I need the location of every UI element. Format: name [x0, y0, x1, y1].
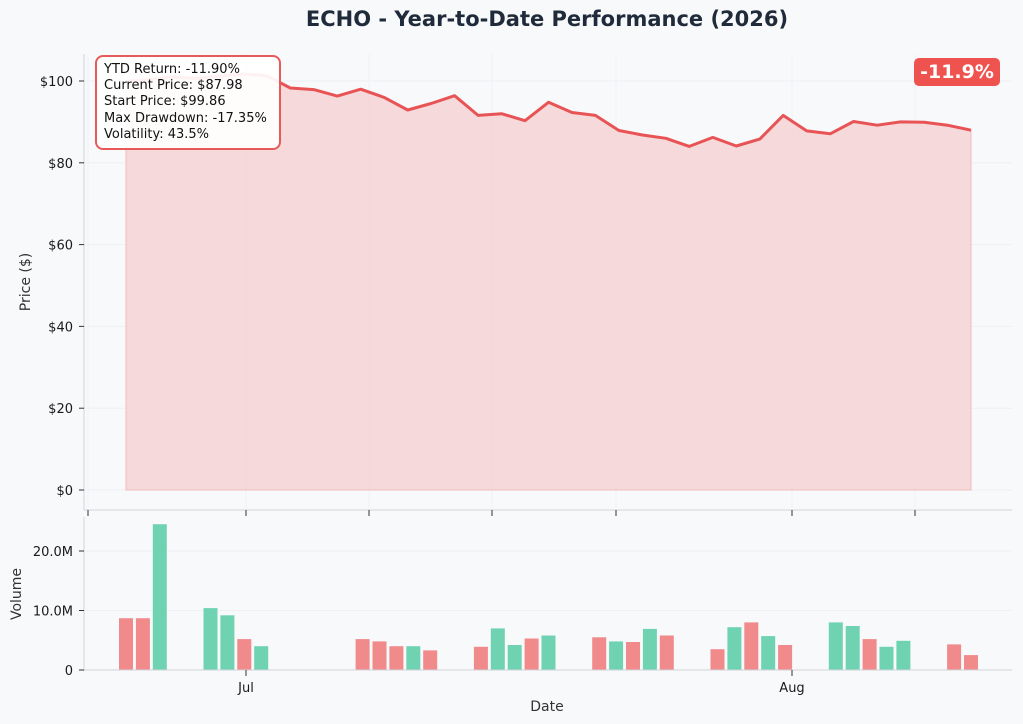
volume-bar [642, 628, 657, 670]
volume-bar [220, 615, 235, 670]
volume-bar [626, 642, 640, 670]
volume-bar [406, 646, 421, 670]
volume-bar [609, 641, 624, 670]
volume-bar [507, 645, 522, 670]
volume-bar [710, 649, 725, 670]
price-panel: $0 $20 $40 $60 $80 $100 Price ($) [18, 54, 1012, 516]
volume-bar [592, 637, 607, 670]
volume-bar [473, 646, 488, 670]
stat-max-drawdown: Max Drawdown: -17.35% [104, 110, 267, 126]
volume-bar [254, 646, 269, 670]
price-y-tick-label: $60 [48, 239, 73, 254]
volume-bar [828, 622, 843, 670]
return-badge: -11.9% [914, 58, 1000, 86]
volume-bar [778, 645, 793, 670]
stat-start-price: Start Price: $99.86 [104, 94, 226, 110]
volume-x-tick-label: Jul [237, 681, 254, 696]
volume-bar [964, 655, 978, 670]
volume-x-tick-label: Aug [779, 681, 804, 696]
volume-y-tick-label: 10.0M [33, 605, 73, 620]
volume-y-tick-label: 0 [65, 664, 73, 679]
price-y-ticks: $0 $20 $40 $60 $80 $100 [40, 75, 84, 499]
volume-panel: 0 10.0M 20.0M Jul Aug Volume Date [9, 517, 1012, 715]
volume-bar [237, 639, 252, 670]
volume-bars [119, 524, 978, 670]
volume-bar [845, 626, 860, 670]
volume-bar [203, 608, 218, 670]
volume-bar [879, 646, 894, 670]
price-y-axis-label: Price ($) [18, 253, 34, 311]
stat-ytd-return: YTD Return: -11.90% [104, 62, 240, 77]
volume-bar [152, 524, 167, 670]
volume-y-ticks: 0 10.0M 20.0M [33, 545, 84, 679]
volume-bar [761, 636, 776, 670]
volume-x-ticks: Jul Aug [237, 670, 805, 696]
volume-bar [524, 638, 539, 670]
stat-current-price: Current Price: $87.98 [104, 78, 243, 94]
volume-bar [135, 618, 150, 670]
x-axis-label: Date [530, 699, 563, 715]
price-y-tick-label: $20 [48, 402, 73, 417]
stats-box: YTD Return: -11.90% Current Price: $87.9… [95, 55, 281, 151]
volume-bar [355, 639, 370, 670]
volume-bar [947, 644, 962, 670]
volume-bar [119, 618, 133, 670]
volume-bar [372, 641, 387, 670]
stat-volatility: Volatility: 43.5% [104, 126, 210, 142]
volume-bar [896, 640, 911, 670]
price-y-tick-label: $40 [48, 320, 73, 335]
volume-y-axis-label: Volume [9, 568, 25, 620]
volume-bar [744, 622, 759, 670]
volume-bar [389, 646, 404, 670]
price-y-tick-label: $80 [48, 157, 73, 172]
chart-title: ECHO - Year-to-Date Performance (2026) [306, 7, 788, 31]
price-y-tick-label: $100 [40, 75, 73, 90]
volume-bar [727, 627, 742, 670]
price-y-tick-label: $0 [56, 484, 73, 499]
volume-bar [490, 628, 505, 670]
volume-bar [423, 650, 438, 670]
volume-y-tick-label: 20.0M [33, 545, 73, 560]
volume-bar [862, 639, 877, 670]
volume-bar [541, 635, 556, 670]
volume-bar [659, 635, 674, 670]
price-x-ticks [87, 510, 916, 516]
